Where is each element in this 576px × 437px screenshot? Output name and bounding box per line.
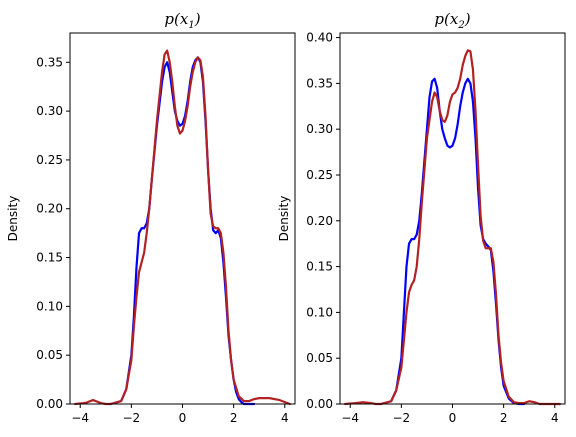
chart-title-base: p(x <box>434 10 458 28</box>
y-tick-label: 0.10 <box>36 299 63 313</box>
chart-title: p(x2) <box>434 10 470 31</box>
y-tick-label: 0.35 <box>306 76 333 90</box>
chart-title: p(x1) <box>164 10 200 31</box>
y-tick-label: 0.30 <box>306 122 333 136</box>
y-axis-label: Density <box>6 196 20 242</box>
chart-panel-left: −4 −2 0 2 4 0.00 0.05 0.10 0.15 0.20 0.25 0.30 0.35 D… <box>6 10 296 425</box>
y-tick-label: 0.40 <box>306 31 333 45</box>
chart-title-subscript: 2 <box>457 20 464 31</box>
chart-title-subscript: 1 <box>188 20 194 31</box>
y-tick-label: 0.00 <box>36 397 63 411</box>
y-tick-label: 0.35 <box>36 55 63 69</box>
x-tick-label: 4 <box>551 411 559 425</box>
y-tick-label: 0.20 <box>36 202 63 216</box>
y-tick-label: 0.05 <box>36 348 63 362</box>
x-tick-label: −2 <box>123 411 141 425</box>
y-tick-label: 0.25 <box>306 168 333 182</box>
chart-title-base: p(x <box>164 10 188 28</box>
y-tick-label: 0.15 <box>36 251 63 265</box>
y-tick-label: 0.20 <box>306 214 333 228</box>
x-tick-label: −4 <box>71 411 89 425</box>
series-line-2 <box>344 49 561 406</box>
y-tick-label: 0.15 <box>306 260 333 274</box>
y-tick-label: 0.30 <box>36 104 63 118</box>
chart-panel-right: −4 −2 0 2 4 0.00 0.05 0.10 0.15 0.20 0.25 0.30 0.35 0… <box>277 10 566 425</box>
x-tick-label: 2 <box>500 411 508 425</box>
x-tick-label: 0 <box>449 411 457 425</box>
x-tick-label: −2 <box>393 411 411 425</box>
chart-title-close: ) <box>464 10 471 28</box>
y-tick-label: 0.00 <box>306 397 333 411</box>
x-tick-label: 2 <box>230 411 238 425</box>
y-axis-label: Density <box>277 196 291 242</box>
x-tick-label: 0 <box>179 411 187 425</box>
chart-title-close: ) <box>194 10 201 28</box>
y-tick-label: 0.05 <box>306 351 333 365</box>
series-line-2 <box>74 49 291 406</box>
y-tick-label: 0.10 <box>306 305 333 319</box>
x-tick-label: 4 <box>281 411 289 425</box>
y-tick-label: 0.25 <box>36 153 63 167</box>
x-tick-label: −4 <box>341 411 359 425</box>
